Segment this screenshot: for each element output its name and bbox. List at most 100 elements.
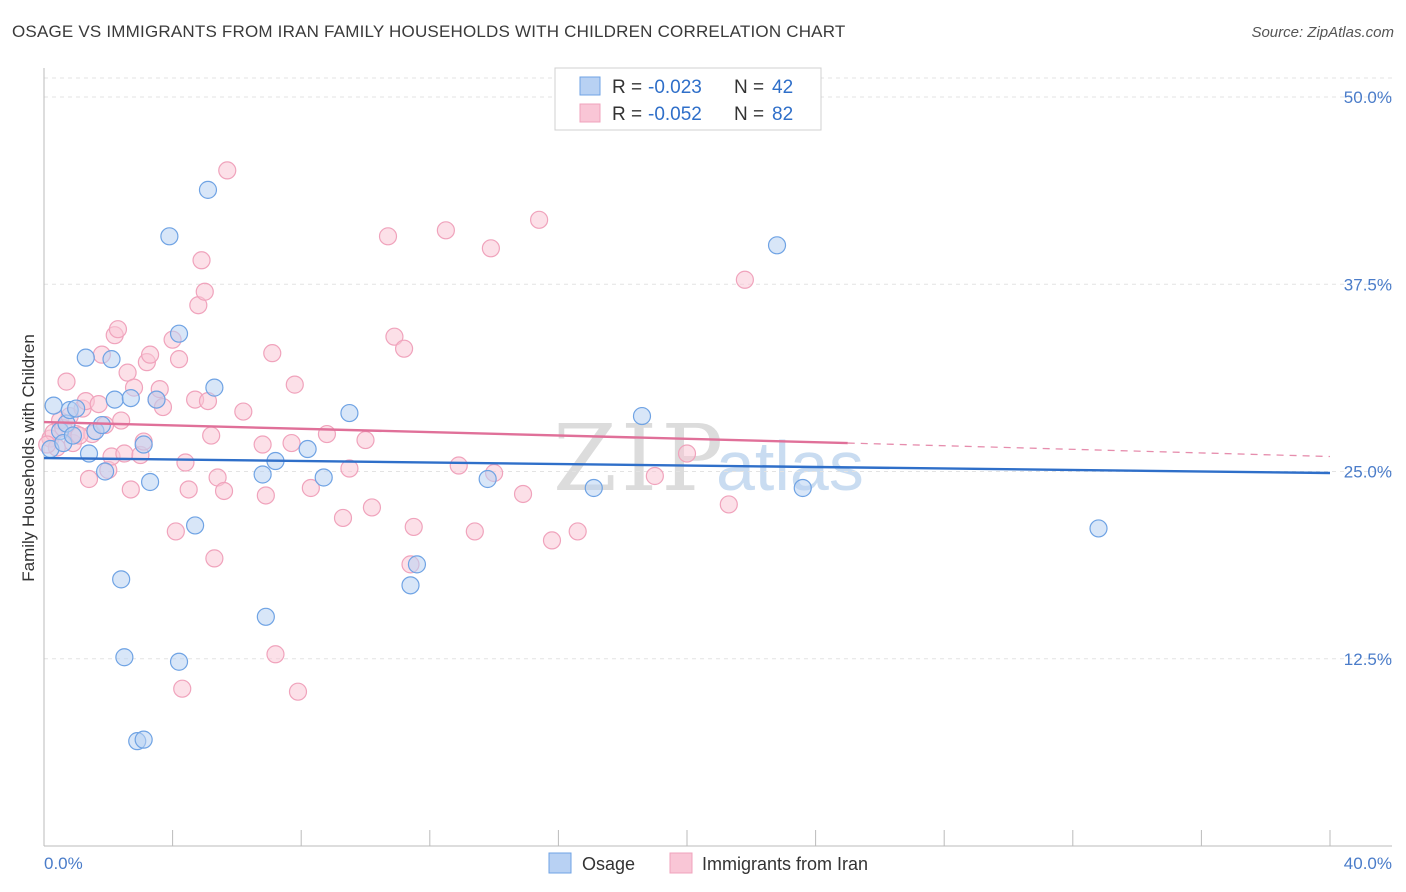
scatter-point-iran xyxy=(179,480,198,499)
scatter-point-iran xyxy=(378,227,398,246)
scatter-point-osage xyxy=(256,607,275,626)
scatter-point-iran xyxy=(112,411,131,430)
bottom-legend-swatch-iran xyxy=(669,852,693,874)
scatter-point-iran xyxy=(340,459,359,478)
scatter-point-iran xyxy=(282,433,301,453)
scatter-point-iran xyxy=(118,363,137,382)
scatter-point-osage xyxy=(102,350,121,369)
trend-line-iran-extension xyxy=(847,442,1331,458)
scatter-point-iran xyxy=(253,435,272,454)
scatter-point-iran xyxy=(645,466,664,486)
scatter-point-iran xyxy=(719,495,738,514)
scatter-point-iran xyxy=(169,350,189,369)
scatter-point-osage xyxy=(1089,519,1108,538)
legend-n-label-iran: N = xyxy=(734,104,764,125)
scatter-point-osage xyxy=(95,462,115,481)
legend-r-label-iran: R = xyxy=(612,104,642,125)
scatter-point-iran xyxy=(285,375,304,394)
scatter-point-iran xyxy=(404,517,423,537)
scatter-point-iran xyxy=(173,679,192,698)
scatter-point-osage xyxy=(115,648,134,667)
y-axis-tick-labels: 12.5% 25.0% 37.5% 50.0% xyxy=(1344,88,1392,669)
scatter-point-osage xyxy=(793,478,812,498)
scatter-point-osage xyxy=(298,439,317,459)
scatter-point-osage xyxy=(407,555,427,574)
bottom-legend-label-osage: Osage xyxy=(582,854,635,874)
scatter-point-osage xyxy=(112,570,131,589)
scatter-point-iran xyxy=(568,522,587,541)
y-tick-label: 50.0% xyxy=(1344,88,1392,107)
scatter-point-iran xyxy=(256,486,275,505)
scatter-point-osage xyxy=(205,378,224,397)
scatter-point-iran xyxy=(176,453,195,472)
scatter-point-iran xyxy=(166,522,185,541)
scatter-point-iran xyxy=(263,344,282,363)
scatter-point-iran xyxy=(140,345,160,364)
scatter-point-iran xyxy=(542,531,562,550)
legend-swatch-osage xyxy=(579,76,601,96)
scatter-point-iran xyxy=(735,270,754,289)
legend-r-value-iran: -0.052 xyxy=(648,104,702,125)
scatter-point-iran xyxy=(333,508,353,528)
source-credit: Source: ZipAtlas.com xyxy=(1251,24,1394,41)
scatter-point-osage xyxy=(478,469,497,489)
watermark: ZIP atlas xyxy=(553,405,864,512)
scatter-point-iran xyxy=(79,469,99,489)
scatter-point-osage xyxy=(121,388,140,408)
scatter-point-iran xyxy=(266,645,285,664)
scatter-point-iran xyxy=(436,221,455,240)
scatter-point-osage xyxy=(169,324,189,343)
y-tick-label: 12.5% xyxy=(1344,650,1392,669)
scatter-point-osage xyxy=(134,435,153,454)
trend-line-iran xyxy=(43,420,848,445)
scatter-point-iran xyxy=(205,549,224,568)
scatter-point-iran xyxy=(513,484,533,504)
scatter-point-osage xyxy=(340,403,359,423)
scatter-point-iran xyxy=(449,456,468,475)
legend-n-value-iran: 82 xyxy=(772,104,793,125)
y-tick-label: 25.0% xyxy=(1344,463,1392,482)
legend-n-value-osage: 42 xyxy=(772,77,793,98)
scatter-point-iran xyxy=(192,251,211,270)
chart-title: OSAGE VS IMMIGRANTS FROM IRAN FAMILY HOU… xyxy=(12,22,846,41)
scatter-point-osage xyxy=(63,426,83,445)
scatter-point-osage xyxy=(67,399,86,418)
legend-r-value-osage: -0.023 xyxy=(648,77,702,98)
scatter-point-osage xyxy=(253,465,272,484)
scatter-point-iran xyxy=(677,444,697,463)
scatter-point-osage xyxy=(767,236,787,255)
gridlines xyxy=(44,77,1392,660)
trend-lines xyxy=(43,420,1331,475)
scatter-point-iran xyxy=(234,402,253,421)
scatter-point-osage xyxy=(105,390,124,409)
scatter-point-iran xyxy=(218,161,237,180)
scatter-point-iran xyxy=(121,480,140,499)
scatter-point-osage xyxy=(186,516,205,535)
scatter-point-osage xyxy=(198,180,218,199)
bottom-legend-label-iran: Immigrants from Iran xyxy=(702,854,868,874)
scatter-point-osage xyxy=(140,472,160,492)
legend-swatch-iran xyxy=(579,103,601,123)
scatter-point-iran xyxy=(195,282,214,301)
x-tick-label-max: 40.0% xyxy=(1344,854,1392,873)
trend-line-osage xyxy=(43,456,1331,475)
scatter-point-iran xyxy=(202,426,221,445)
y-tick-label: 37.5% xyxy=(1344,275,1392,294)
scatter-point-osage xyxy=(147,390,166,409)
scatter-point-iran xyxy=(57,372,76,391)
scatter-point-osage xyxy=(160,227,179,246)
scatter-point-osage xyxy=(76,348,95,367)
scatter-point-osage xyxy=(169,652,189,671)
scatter-point-iran xyxy=(385,327,404,346)
scatter-point-osage xyxy=(134,730,153,749)
scatter-point-osage xyxy=(92,415,111,435)
series-osage-points xyxy=(41,180,1108,751)
scatter-point-iran xyxy=(214,481,234,501)
scatter-point-iran xyxy=(465,522,484,541)
scatter-point-osage xyxy=(401,576,420,595)
series-legend: Osage Immigrants from Iran xyxy=(548,852,868,874)
scatter-point-osage xyxy=(584,478,603,498)
bottom-legend-swatch-osage xyxy=(548,852,572,874)
scatter-point-iran xyxy=(301,478,320,498)
